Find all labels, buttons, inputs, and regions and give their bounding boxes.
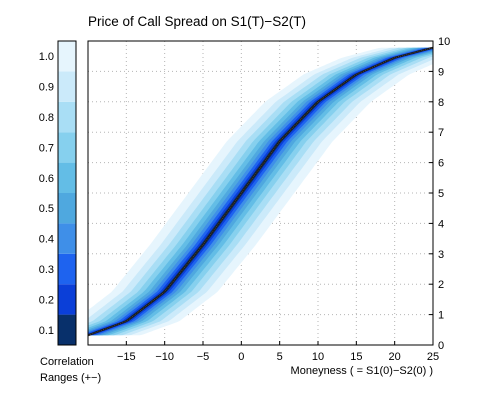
x-tick-label-0: −15 bbox=[117, 351, 136, 363]
plot-area: −15 −10 −5 0 5 10 15 20 25 0 1 2 3 4 5 6 7 8 9 10 bbox=[87, 36, 450, 363]
x-axis-label: Moneyness ( = S1(0)−S2(0) ) bbox=[291, 365, 433, 377]
center-curve bbox=[88, 46, 433, 337]
colorbar-caption-line1: Correlation bbox=[40, 356, 94, 368]
x-axis-ticks: −15 −10 −5 0 5 10 15 20 25 bbox=[117, 341, 439, 363]
y-tick-label-7: 7 bbox=[438, 127, 444, 139]
colorbar-label-0.7: 0.7 bbox=[39, 142, 54, 154]
y-tick-label-10: 10 bbox=[438, 36, 450, 48]
colorbar-label-0.1: 0.1 bbox=[39, 325, 54, 337]
colorbar-cell-0.7 bbox=[58, 132, 76, 163]
chart-title: Price of Call Spread on S1(T)−S2(T) bbox=[88, 14, 306, 29]
colorbar-label-0.9: 0.9 bbox=[39, 82, 54, 94]
colorbar-label-1.0: 1.0 bbox=[39, 51, 54, 63]
colorbar-cell-0.3 bbox=[58, 253, 76, 285]
colorbar: 0.1 0.2 0.3 0.4 0.5 0.6 0.7 0.8 0.9 1.0 Correlati… bbox=[39, 40, 101, 384]
colorbar-cell-0.4 bbox=[58, 223, 76, 254]
y-tick-label-1: 1 bbox=[438, 310, 444, 322]
x-tick-label-8: 25 bbox=[427, 351, 439, 363]
colorbar-label-0.5: 0.5 bbox=[39, 203, 54, 215]
band-0.5 bbox=[88, 47, 433, 336]
x-tick-label-5: 10 bbox=[312, 351, 324, 363]
x-tick-label-4: 5 bbox=[277, 351, 283, 363]
colorbar-frame bbox=[57, 40, 77, 346]
colorbar-cell-0.2 bbox=[58, 284, 76, 315]
x-tick-label-1: −10 bbox=[155, 351, 174, 363]
colorbar-cell-0.6 bbox=[58, 162, 76, 193]
colorbar-label-0.8: 0.8 bbox=[39, 112, 54, 124]
colorbar-label-0.6: 0.6 bbox=[39, 173, 54, 185]
colorbar-cell-0.9 bbox=[58, 71, 76, 102]
y-tick-label-5: 5 bbox=[438, 188, 444, 200]
colorbar-cell-1.0 bbox=[58, 41, 76, 72]
y-tick-label-0: 0 bbox=[438, 340, 444, 352]
x-tick-label-3: 0 bbox=[238, 351, 244, 363]
center-curve-dots bbox=[88, 47, 433, 336]
y-tick-label-3: 3 bbox=[438, 249, 444, 261]
colorbar-caption-line2: Ranges (+−) bbox=[40, 372, 101, 384]
y-tick-label-9: 9 bbox=[438, 66, 444, 78]
x-tick-label-6: 15 bbox=[350, 351, 362, 363]
y-tick-label-2: 2 bbox=[438, 279, 444, 291]
colorbar-cell-0.8 bbox=[58, 101, 76, 133]
correlation-bands bbox=[88, 47, 433, 336]
y-tick-label-4: 4 bbox=[438, 218, 444, 230]
y-tick-label-6: 6 bbox=[438, 158, 444, 170]
y-axis-ticks: 0 1 2 3 4 5 6 7 8 9 10 bbox=[429, 36, 450, 352]
colorbar-label-0.4: 0.4 bbox=[39, 234, 54, 246]
x-tick-label-7: 20 bbox=[389, 351, 401, 363]
colorbar-label-0.2: 0.2 bbox=[39, 294, 54, 306]
colorbar-cell-0.1 bbox=[58, 314, 76, 345]
colorbar-cell-0.5 bbox=[58, 193, 76, 224]
x-tick-label-2: −5 bbox=[197, 351, 210, 363]
colorbar-label-0.3: 0.3 bbox=[39, 264, 54, 276]
y-tick-label-8: 8 bbox=[438, 97, 444, 109]
